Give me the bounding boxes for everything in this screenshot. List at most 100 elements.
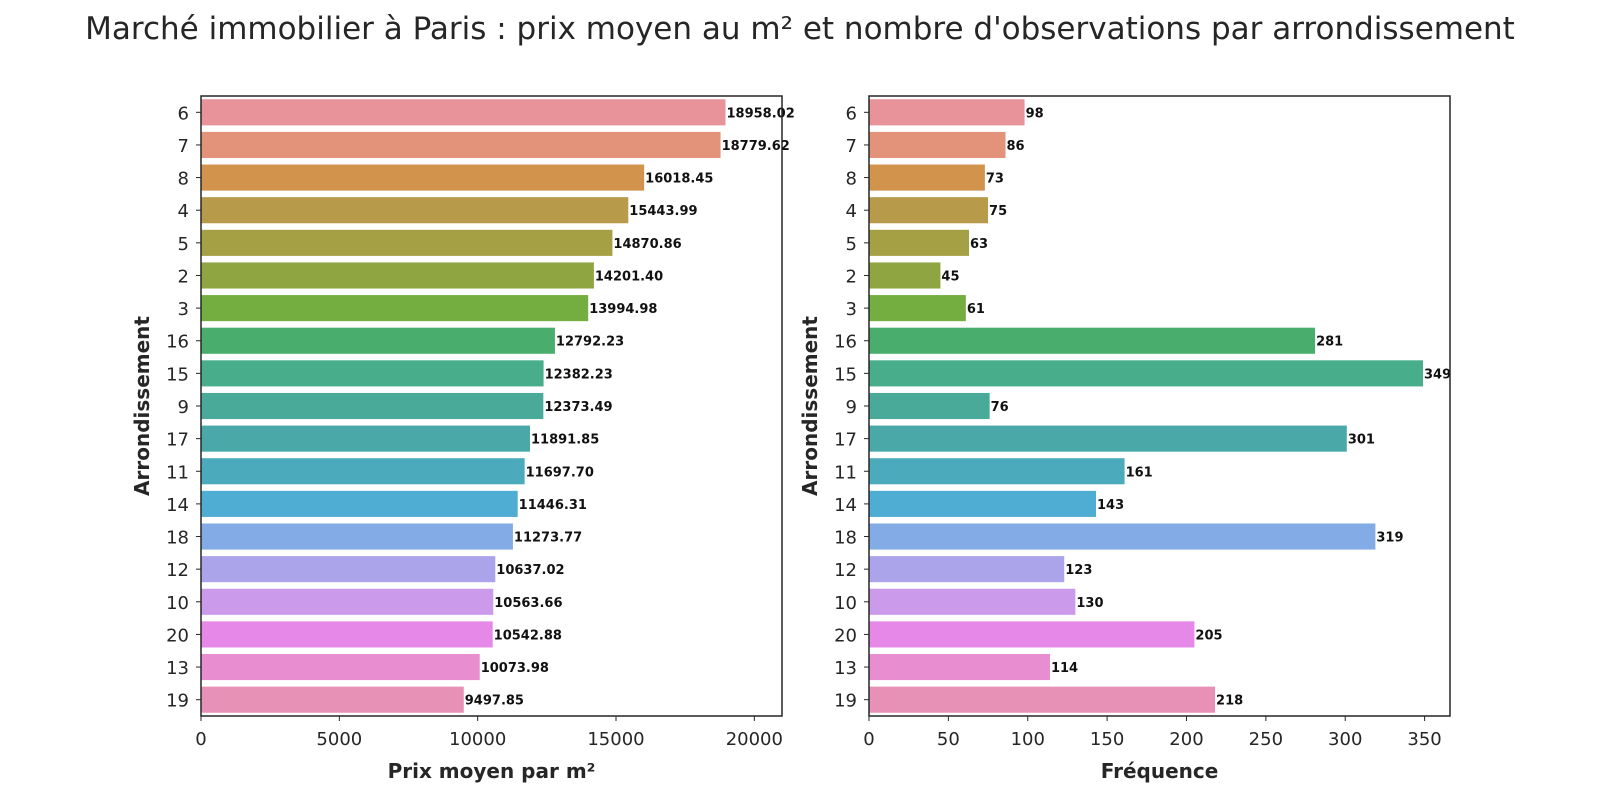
price-bar-7: [201, 131, 721, 158]
price-value-label: 9497.85: [465, 694, 524, 709]
freq-bar-18: [869, 523, 1376, 550]
price-bar-6: [201, 99, 726, 126]
freq-value-label: 130: [1076, 596, 1103, 611]
price-value-label: 18779.62: [722, 139, 790, 154]
freq-bar-20: [869, 621, 1195, 648]
freq-ytick-label: 6: [846, 103, 857, 124]
price-ytick-label: 19: [166, 691, 189, 712]
price-bar-20: [201, 621, 493, 648]
freq-value-label: 161: [1126, 465, 1153, 480]
freq-xtick-label: 200: [1169, 729, 1203, 750]
freq-value-label: 218: [1216, 694, 1243, 709]
freq-ytick-label: 16: [834, 332, 857, 353]
price-value-label: 16018.45: [645, 172, 713, 187]
freq-xtick-label: 150: [1090, 729, 1124, 750]
freq-ytick-label: 18: [834, 528, 857, 549]
price-bar-3: [201, 295, 589, 322]
freq-ytick-label: 12: [834, 560, 857, 581]
freq-bar-15: [869, 360, 1424, 387]
price-bar-15: [201, 360, 544, 387]
freq-value-label: 98: [1026, 106, 1044, 121]
price-value-label: 15443.99: [629, 204, 697, 219]
freq-value-label: 281: [1316, 335, 1343, 350]
freq-ytick-label: 17: [834, 430, 857, 451]
price-ytick-label: 8: [178, 169, 189, 190]
price-ytick-label: 7: [178, 136, 189, 157]
freq-value-label: 114: [1051, 661, 1078, 676]
price-value-label: 10637.02: [496, 563, 564, 578]
freq-ytick-label: 5: [846, 234, 857, 255]
freq-ytick-label: 8: [846, 169, 857, 190]
price-value-label: 13994.98: [589, 302, 657, 317]
price-xtick-label: 15000: [587, 729, 644, 750]
price-bar-18: [201, 523, 513, 550]
price-bar-8: [201, 164, 645, 191]
price-ytick-label: 13: [166, 658, 189, 679]
price-value-label: 10563.66: [494, 596, 562, 611]
freq-bar-14: [869, 490, 1097, 517]
freq-ytick-label: 13: [834, 658, 857, 679]
price-xtick-label: 20000: [726, 729, 783, 750]
price-x-axis-label: Prix moyen par m²: [388, 759, 596, 783]
freq-xtick-label: 50: [937, 729, 960, 750]
freq-bar-13: [869, 654, 1050, 681]
freq-bar-16: [869, 327, 1316, 354]
price-value-label: 11446.31: [519, 498, 587, 513]
price-ytick-label: 11: [166, 462, 189, 483]
freq-ytick-label: 20: [834, 625, 857, 646]
freq-ytick-label: 7: [846, 136, 857, 157]
price-xtick-label: 0: [195, 729, 206, 750]
price-value-label: 11891.85: [531, 433, 599, 448]
freq-bar-4: [869, 197, 989, 224]
freq-value-label: 73: [986, 172, 1004, 187]
freq-ytick-label: 2: [846, 266, 857, 287]
freq-value-label: 349: [1424, 367, 1451, 382]
freq-ytick-label: 9: [846, 397, 857, 418]
freq-x-axis-label: Fréquence: [1101, 759, 1219, 783]
freq-bar-5: [869, 229, 970, 256]
price-value-label: 12382.23: [545, 367, 613, 382]
freq-bar-8: [869, 164, 985, 191]
price-bar-14: [201, 490, 518, 517]
freq-value-label: 143: [1097, 498, 1124, 513]
freq-value-label: 319: [1376, 531, 1403, 546]
freq-bar-7: [869, 131, 1006, 158]
price-bar-17: [201, 425, 531, 452]
price-value-label: 10542.88: [494, 628, 562, 643]
price-bar-16: [201, 327, 555, 354]
freq-value-label: 75: [989, 204, 1007, 219]
freq-axes-frame: [868, 95, 1451, 717]
price-bar-2: [201, 262, 594, 289]
freq-bar-6: [869, 99, 1025, 126]
freq-value-label: 301: [1348, 433, 1375, 448]
price-xtick-label: 10000: [449, 729, 506, 750]
price-value-label: 12792.23: [556, 335, 624, 350]
price-value-label: 11273.77: [514, 531, 582, 546]
freq-bar-10: [869, 588, 1076, 615]
price-axes-frame: [200, 95, 783, 717]
freq-ytick-label: 19: [834, 691, 857, 712]
price-ytick-label: 16: [166, 332, 189, 353]
price-value-label: 14201.40: [595, 269, 663, 284]
price-bar-10: [201, 588, 494, 615]
freq-ytick-label: 4: [846, 201, 857, 222]
price-bar-9: [201, 392, 544, 420]
price-bar-12: [201, 556, 496, 583]
freq-xtick-label: 350: [1407, 729, 1441, 750]
freq-xtick-label: 0: [863, 729, 874, 750]
chart-title: Marché immobilier à Paris : prix moyen a…: [85, 11, 1515, 47]
price-ytick-label: 17: [166, 430, 189, 451]
freq-ytick-label: 10: [834, 593, 857, 614]
price-ytick-label: 2: [178, 266, 189, 287]
price-ytick-label: 4: [178, 201, 189, 222]
price-value-label: 18958.02: [727, 106, 795, 121]
price-ytick-label: 12: [166, 560, 189, 581]
price-ytick-label: 3: [178, 299, 189, 320]
price-value-label: 12373.49: [544, 400, 612, 415]
freq-bar-2: [869, 262, 941, 289]
freq-value-label: 123: [1065, 563, 1092, 578]
price-xtick-label: 5000: [316, 729, 362, 750]
price-ytick-label: 9: [178, 397, 189, 418]
